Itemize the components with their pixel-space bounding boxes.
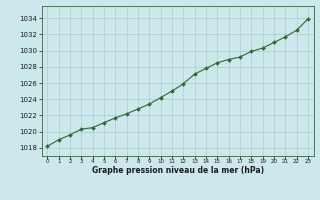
- X-axis label: Graphe pression niveau de la mer (hPa): Graphe pression niveau de la mer (hPa): [92, 166, 264, 175]
